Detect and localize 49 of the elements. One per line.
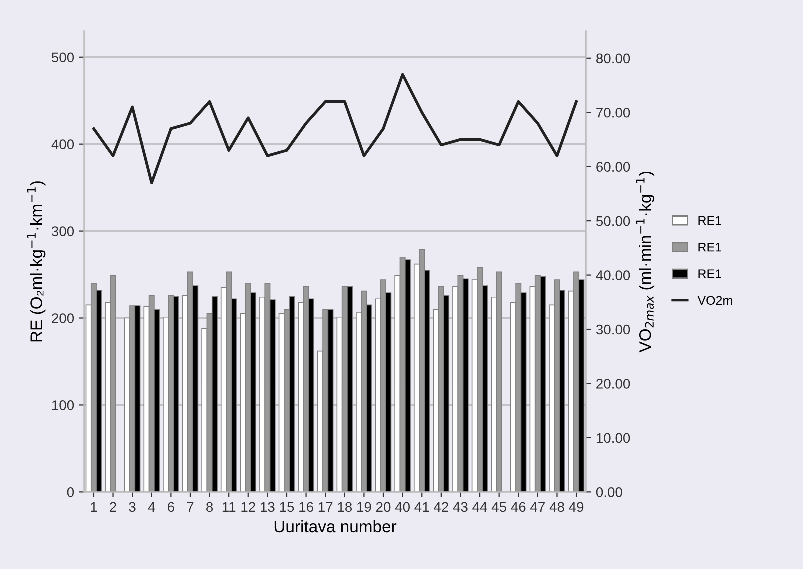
y2-tick-label: 50.00	[596, 216, 630, 226]
y2-tick-label: 20.00	[596, 379, 630, 389]
y-tick-label: 100	[52, 400, 74, 410]
y-tick-label: 200	[52, 314, 74, 324]
y2-tick-label: 30.00	[596, 324, 630, 335]
x-tick-label: 13	[261, 502, 275, 512]
y2-tick-label: 60.00	[596, 162, 630, 172]
y-tick-label: 300	[52, 226, 74, 236]
x-tick-label: 3	[129, 502, 136, 512]
x-tick-label: 8	[206, 502, 214, 512]
x-tick-label: 43	[453, 502, 468, 512]
x-tick-label: 7	[187, 502, 194, 512]
legend-label: VO2m	[698, 296, 732, 306]
y2-tick-label: 70.00	[596, 108, 630, 118]
x-tick-label: 44	[472, 502, 488, 512]
x-tick-label: 1	[91, 502, 98, 512]
legend-label: RE1	[698, 270, 722, 278]
x-tick-label: 41	[414, 502, 430, 512]
x-tick-label: 2	[110, 502, 116, 512]
x-tick-label: 11	[222, 502, 236, 512]
x-tick-label: 4	[148, 502, 156, 512]
x-tick-label: 17	[318, 502, 333, 512]
y2-tick-label: 80.00	[596, 54, 630, 64]
y-axis-title: RE (O₂ml·kg$^{−1}$·km$^{−1}$)	[27, 182, 46, 342]
x-tick-label: 40	[395, 502, 410, 512]
line-series	[92, 73, 578, 185]
x-tick-label: 47	[530, 502, 545, 512]
x-tick-label: 19	[358, 502, 372, 512]
x-tick-label: 20	[376, 502, 391, 512]
x-tick-label: 15	[280, 502, 294, 512]
y2-tick-label: 0.00	[596, 488, 622, 498]
y-tick-label: 400	[52, 140, 74, 150]
y2-axis-title: VO$_{2max}$ (ml·min$^{−1}$·kg$^{−1}$)	[636, 172, 655, 353]
x-tick-label: 46	[511, 502, 526, 512]
y-tick-label: 500	[52, 52, 74, 63]
y-tick-label: 0	[67, 488, 74, 498]
x-tick-label: 45	[492, 502, 506, 512]
legend-label: RE1	[698, 216, 722, 225]
x-tick-label: 16	[300, 502, 314, 512]
x-tick-label: 48	[550, 502, 564, 512]
x-tick-label: 6	[168, 502, 174, 512]
y2-tick-label: 10.00	[596, 433, 630, 444]
x-axis-title: Uuritava number	[274, 520, 397, 533]
x-tick-label: 42	[434, 502, 448, 512]
legend-label: RE1	[698, 243, 722, 252]
x-tick-label: 18	[338, 502, 352, 512]
y2-tick-label: 40.00	[596, 270, 630, 280]
x-tick-label: 49	[569, 502, 584, 512]
x-tick-label: 12	[242, 502, 256, 512]
